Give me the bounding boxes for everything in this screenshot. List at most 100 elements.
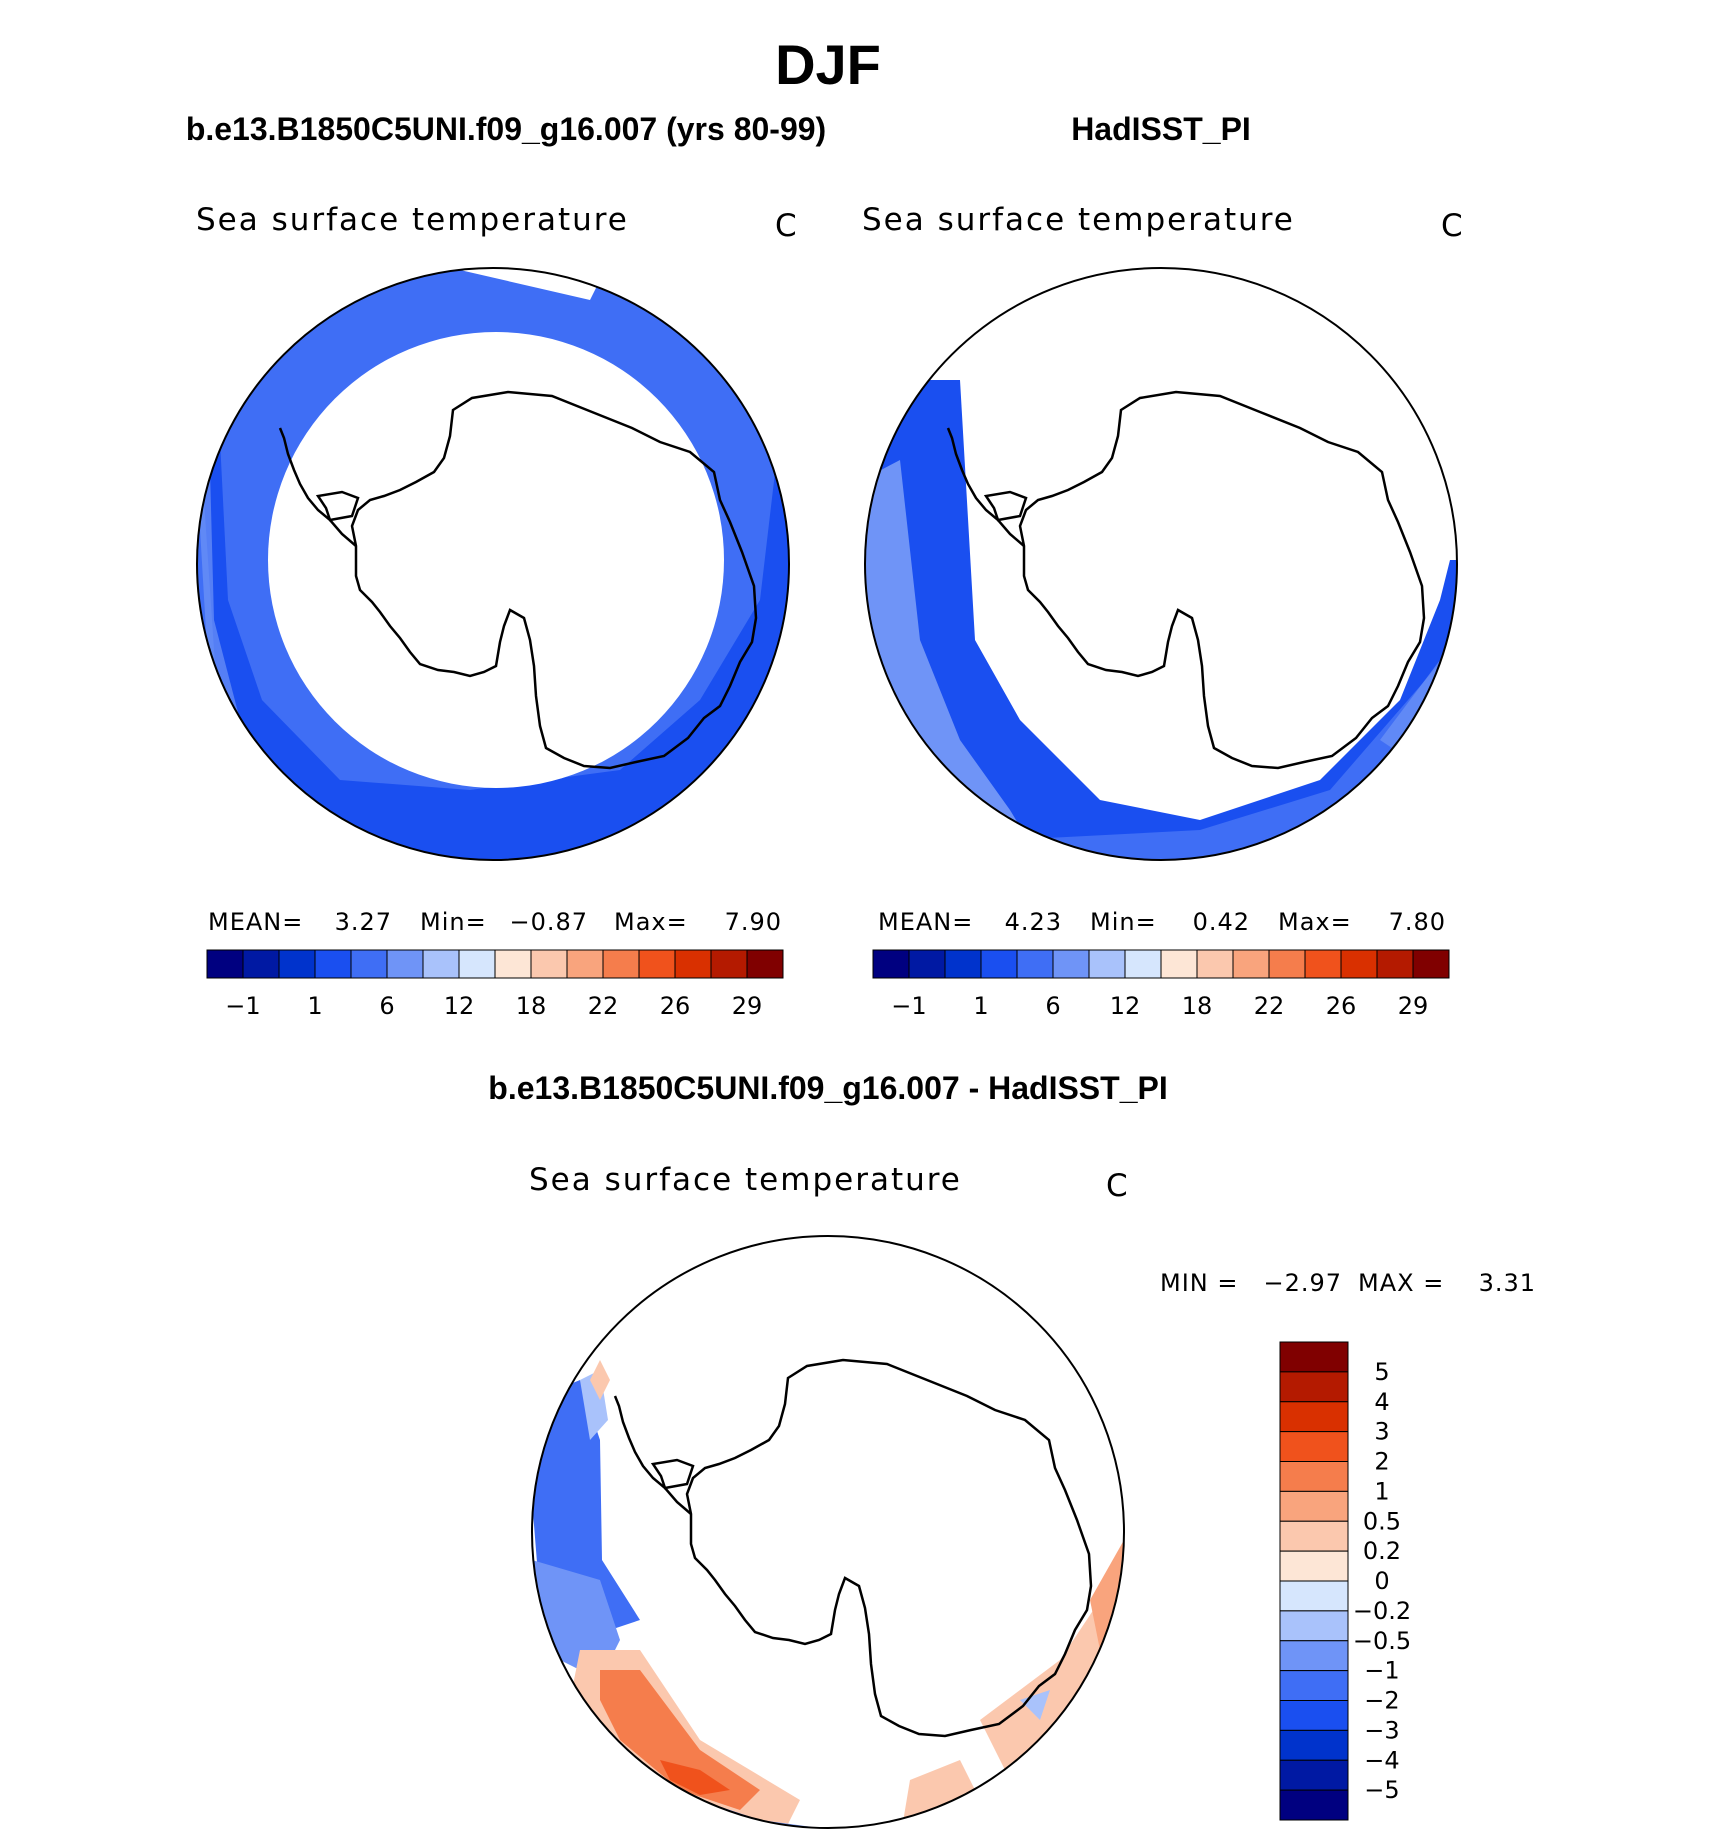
colorbar-swatch	[1279, 1580, 1349, 1612]
colorbar-tick-label: −3	[1364, 1716, 1399, 1744]
obs-max-value: 7.80	[1389, 908, 1446, 936]
obs-mean-label: MEAN=	[878, 908, 973, 936]
colorbar-swatch	[1279, 1640, 1349, 1672]
colorbar-swatch	[1279, 1670, 1349, 1701]
figure-title: DJF	[775, 33, 881, 96]
colorbar-swatch	[674, 949, 712, 979]
colorbar-swatch	[1279, 1461, 1349, 1492]
colorbar-tick-label: 3	[1374, 1418, 1389, 1446]
colorbar-tick-label: 26	[660, 992, 691, 1020]
colorbar-swatch	[908, 949, 946, 979]
colorbar-tick-label: 1	[307, 992, 322, 1020]
model-variable-label: Sea surface temperature	[196, 202, 629, 238]
colorbar-swatch	[1279, 1610, 1349, 1642]
obs-mean-value: 4.23	[1005, 908, 1062, 936]
colorbar-swatch	[1268, 949, 1306, 979]
colorbar-tick-label: 0	[1374, 1567, 1389, 1595]
colorbar-swatch	[386, 949, 424, 979]
obs-variable-label: Sea surface temperature	[862, 202, 1295, 238]
colorbar-swatch	[1279, 1789, 1349, 1821]
colorbar-tick-label: −4	[1364, 1746, 1399, 1774]
colorbar-swatch	[1232, 949, 1270, 979]
colorbar-swatch	[1279, 1371, 1349, 1403]
colorbar-swatch	[1160, 949, 1198, 979]
colorbar-tick-label: 22	[1254, 992, 1285, 1020]
colorbar-tick-label: 5	[1374, 1358, 1389, 1386]
colorbar-tick-label: 6	[379, 992, 394, 1020]
model-max-label: Max=	[614, 908, 688, 936]
colorbar-tick-label: 0.2	[1363, 1537, 1401, 1565]
diff-min-value: −2.97	[1263, 1269, 1342, 1297]
colorbar-tick-label: 1	[973, 992, 988, 1020]
diff-panel: b.e13.B1850C5UNI.f09_g16.007 - HadISST_P…	[488, 1070, 1536, 1829]
colorbar-tick-label: 1	[1374, 1477, 1389, 1505]
colorbar-swatch	[638, 949, 676, 979]
colorbar-swatch	[350, 949, 388, 979]
obs-map	[864, 267, 1458, 861]
obs-max-label: Max=	[1278, 908, 1352, 936]
diff-max-value: 3.31	[1479, 1269, 1536, 1297]
colorbar-swatch	[242, 949, 280, 979]
colorbar-tick-label: 18	[516, 992, 547, 1020]
colorbar-tick-label: 12	[444, 992, 475, 1020]
model-mean-value: 3.27	[335, 908, 392, 936]
colorbar-swatch	[1279, 1550, 1349, 1582]
diff-unit-label: C	[1106, 1168, 1130, 1204]
colorbar-swatch	[422, 949, 460, 979]
diff-min-label: MIN =	[1160, 1269, 1238, 1297]
colorbar-swatch	[944, 949, 982, 979]
colorbar-tick-label: −1	[225, 992, 260, 1020]
colorbar-swatch	[278, 949, 316, 979]
diff-map	[531, 1235, 1125, 1829]
model-colorbar: −1 1 6 12 18 22 26 29	[206, 949, 784, 1020]
obs-min-label: Min=	[1090, 908, 1157, 936]
colorbar-swatch	[530, 949, 568, 979]
colorbar-swatch	[746, 949, 784, 979]
model-min-value: −0.87	[509, 908, 588, 936]
colorbar-swatch	[206, 949, 244, 979]
colorbar-tick-label: 12	[1110, 992, 1141, 1020]
colorbar-swatch	[494, 949, 532, 979]
diff-max-label: MAX =	[1358, 1269, 1444, 1297]
colorbar-swatch	[1279, 1490, 1349, 1522]
model-unit-label: C	[775, 208, 799, 244]
colorbar-tick-label: 22	[588, 992, 619, 1020]
colorbar-tick-label: 2	[1374, 1448, 1389, 1476]
colorbar-tick-label: 29	[1398, 992, 1429, 1020]
colorbar-swatch	[710, 949, 748, 979]
diff-variable-label: Sea surface temperature	[529, 1162, 962, 1198]
colorbar-swatch	[872, 949, 910, 979]
colorbar-swatch	[602, 949, 640, 979]
colorbar-swatch	[1279, 1759, 1349, 1791]
colorbar-tick-label: 6	[1045, 992, 1060, 1020]
colorbar-swatch	[566, 949, 604, 979]
colorbar-swatch	[1279, 1341, 1349, 1373]
colorbar-tick-label: 0.5	[1363, 1507, 1401, 1535]
colorbar-swatch	[1279, 1401, 1349, 1433]
obs-unit-label: C	[1441, 208, 1465, 244]
colorbar-swatch	[1196, 949, 1234, 979]
colorbar-tick-label: 4	[1374, 1388, 1389, 1416]
model-min-label: Min=	[420, 908, 487, 936]
model-panel-title: b.e13.B1850C5UNI.f09_g16.007 (yrs 80-99)	[186, 111, 826, 147]
colorbar-tick-label: 29	[732, 992, 763, 1020]
obs-panel: HadISST_PI Sea surface temperature C MEA…	[862, 111, 1465, 1020]
model-panel: b.e13.B1850C5UNI.f09_g16.007 (yrs 80-99)…	[186, 111, 826, 1020]
colorbar-swatch	[980, 949, 1018, 979]
colorbar-tick-label: −1	[891, 992, 926, 1020]
colorbar-tick-label: −0.5	[1353, 1627, 1411, 1655]
model-mean-label: MEAN=	[208, 908, 303, 936]
colorbar-swatch	[458, 949, 496, 979]
colorbar-swatch	[1279, 1729, 1349, 1761]
colorbar-swatch	[1124, 949, 1162, 979]
colorbar-swatch	[1016, 949, 1054, 979]
colorbar-swatch	[1412, 949, 1450, 979]
colorbar-swatch	[1376, 949, 1414, 979]
diff-panel-title: b.e13.B1850C5UNI.f09_g16.007 - HadISST_P…	[488, 1070, 1167, 1106]
colorbar-tick-label: −1	[1364, 1657, 1399, 1685]
colorbar-swatch	[1304, 949, 1342, 979]
colorbar-swatch	[1052, 949, 1090, 979]
colorbar-tick-label: 26	[1326, 992, 1357, 1020]
